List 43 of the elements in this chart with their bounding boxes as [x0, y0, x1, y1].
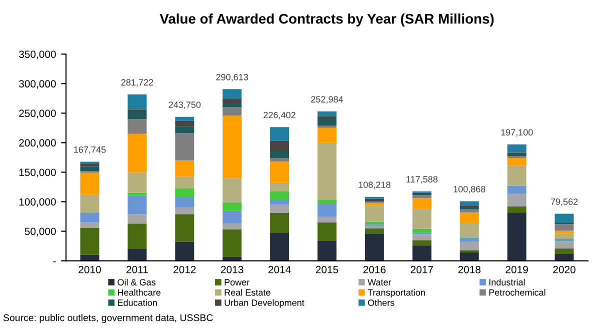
y-tick-label: 300,000	[19, 80, 56, 89]
total-label: 100,868	[454, 186, 486, 194]
legend-label: Industrial	[489, 278, 525, 286]
x-tick-label: 2018	[458, 266, 480, 274]
total-label: 226,402	[264, 112, 296, 120]
legend-label: Oil & Gas	[118, 278, 156, 286]
legend-label: Water	[368, 279, 392, 286]
y-tick-label: 50,000	[24, 228, 56, 236]
x-tick-label: 2019	[506, 266, 528, 274]
y-tick-label: 250,000	[19, 110, 56, 118]
y-tick-label: -	[53, 261, 56, 262]
x-tick-label: 2013	[221, 266, 244, 274]
legend-label: Healthcare	[118, 289, 160, 296]
x-tick-label: 2017	[410, 266, 433, 274]
x-tick-label: 2020	[553, 266, 576, 274]
y-tick-label: 150,000	[19, 168, 56, 178]
legend-label: Urban Development	[224, 299, 304, 308]
total-label: 290,613	[216, 74, 248, 82]
legend-label: Others	[368, 299, 394, 306]
legend-label: Education	[118, 299, 157, 306]
x-tick-label: 2011	[126, 266, 148, 274]
x-tick-label: 2015	[316, 266, 338, 274]
legend-label: Power	[224, 279, 250, 286]
y-tick-label: 100,000	[19, 198, 56, 207]
source-note: Source: public outlets, government data, USSBC	[3, 314, 213, 324]
total-label: 243,750	[168, 102, 201, 110]
total-label: 79,562	[550, 198, 578, 206]
chart-title: Value of Awarded Contracts by Year (SAR Millions)	[160, 14, 494, 26]
legend-label: Real Estate	[224, 289, 270, 296]
x-tick-label: 2014	[268, 266, 291, 274]
x-tick-label: 2012	[174, 266, 196, 274]
total-label: 197,100	[501, 129, 533, 137]
total-label: 281,722	[121, 79, 154, 87]
total-label: 117,588	[406, 176, 438, 184]
legend-label: Petrochemical	[489, 289, 546, 296]
total-label: 252,984	[311, 96, 344, 104]
legend-label: Transportation	[368, 289, 425, 298]
x-tick-label: 2010	[78, 266, 101, 274]
y-tick-label: 200,000	[19, 139, 56, 148]
total-label: 167,745	[74, 146, 106, 154]
x-tick-label: 2016	[363, 266, 386, 274]
total-label: 108,218	[358, 182, 390, 190]
y-tick-label: 350,000	[19, 50, 56, 60]
